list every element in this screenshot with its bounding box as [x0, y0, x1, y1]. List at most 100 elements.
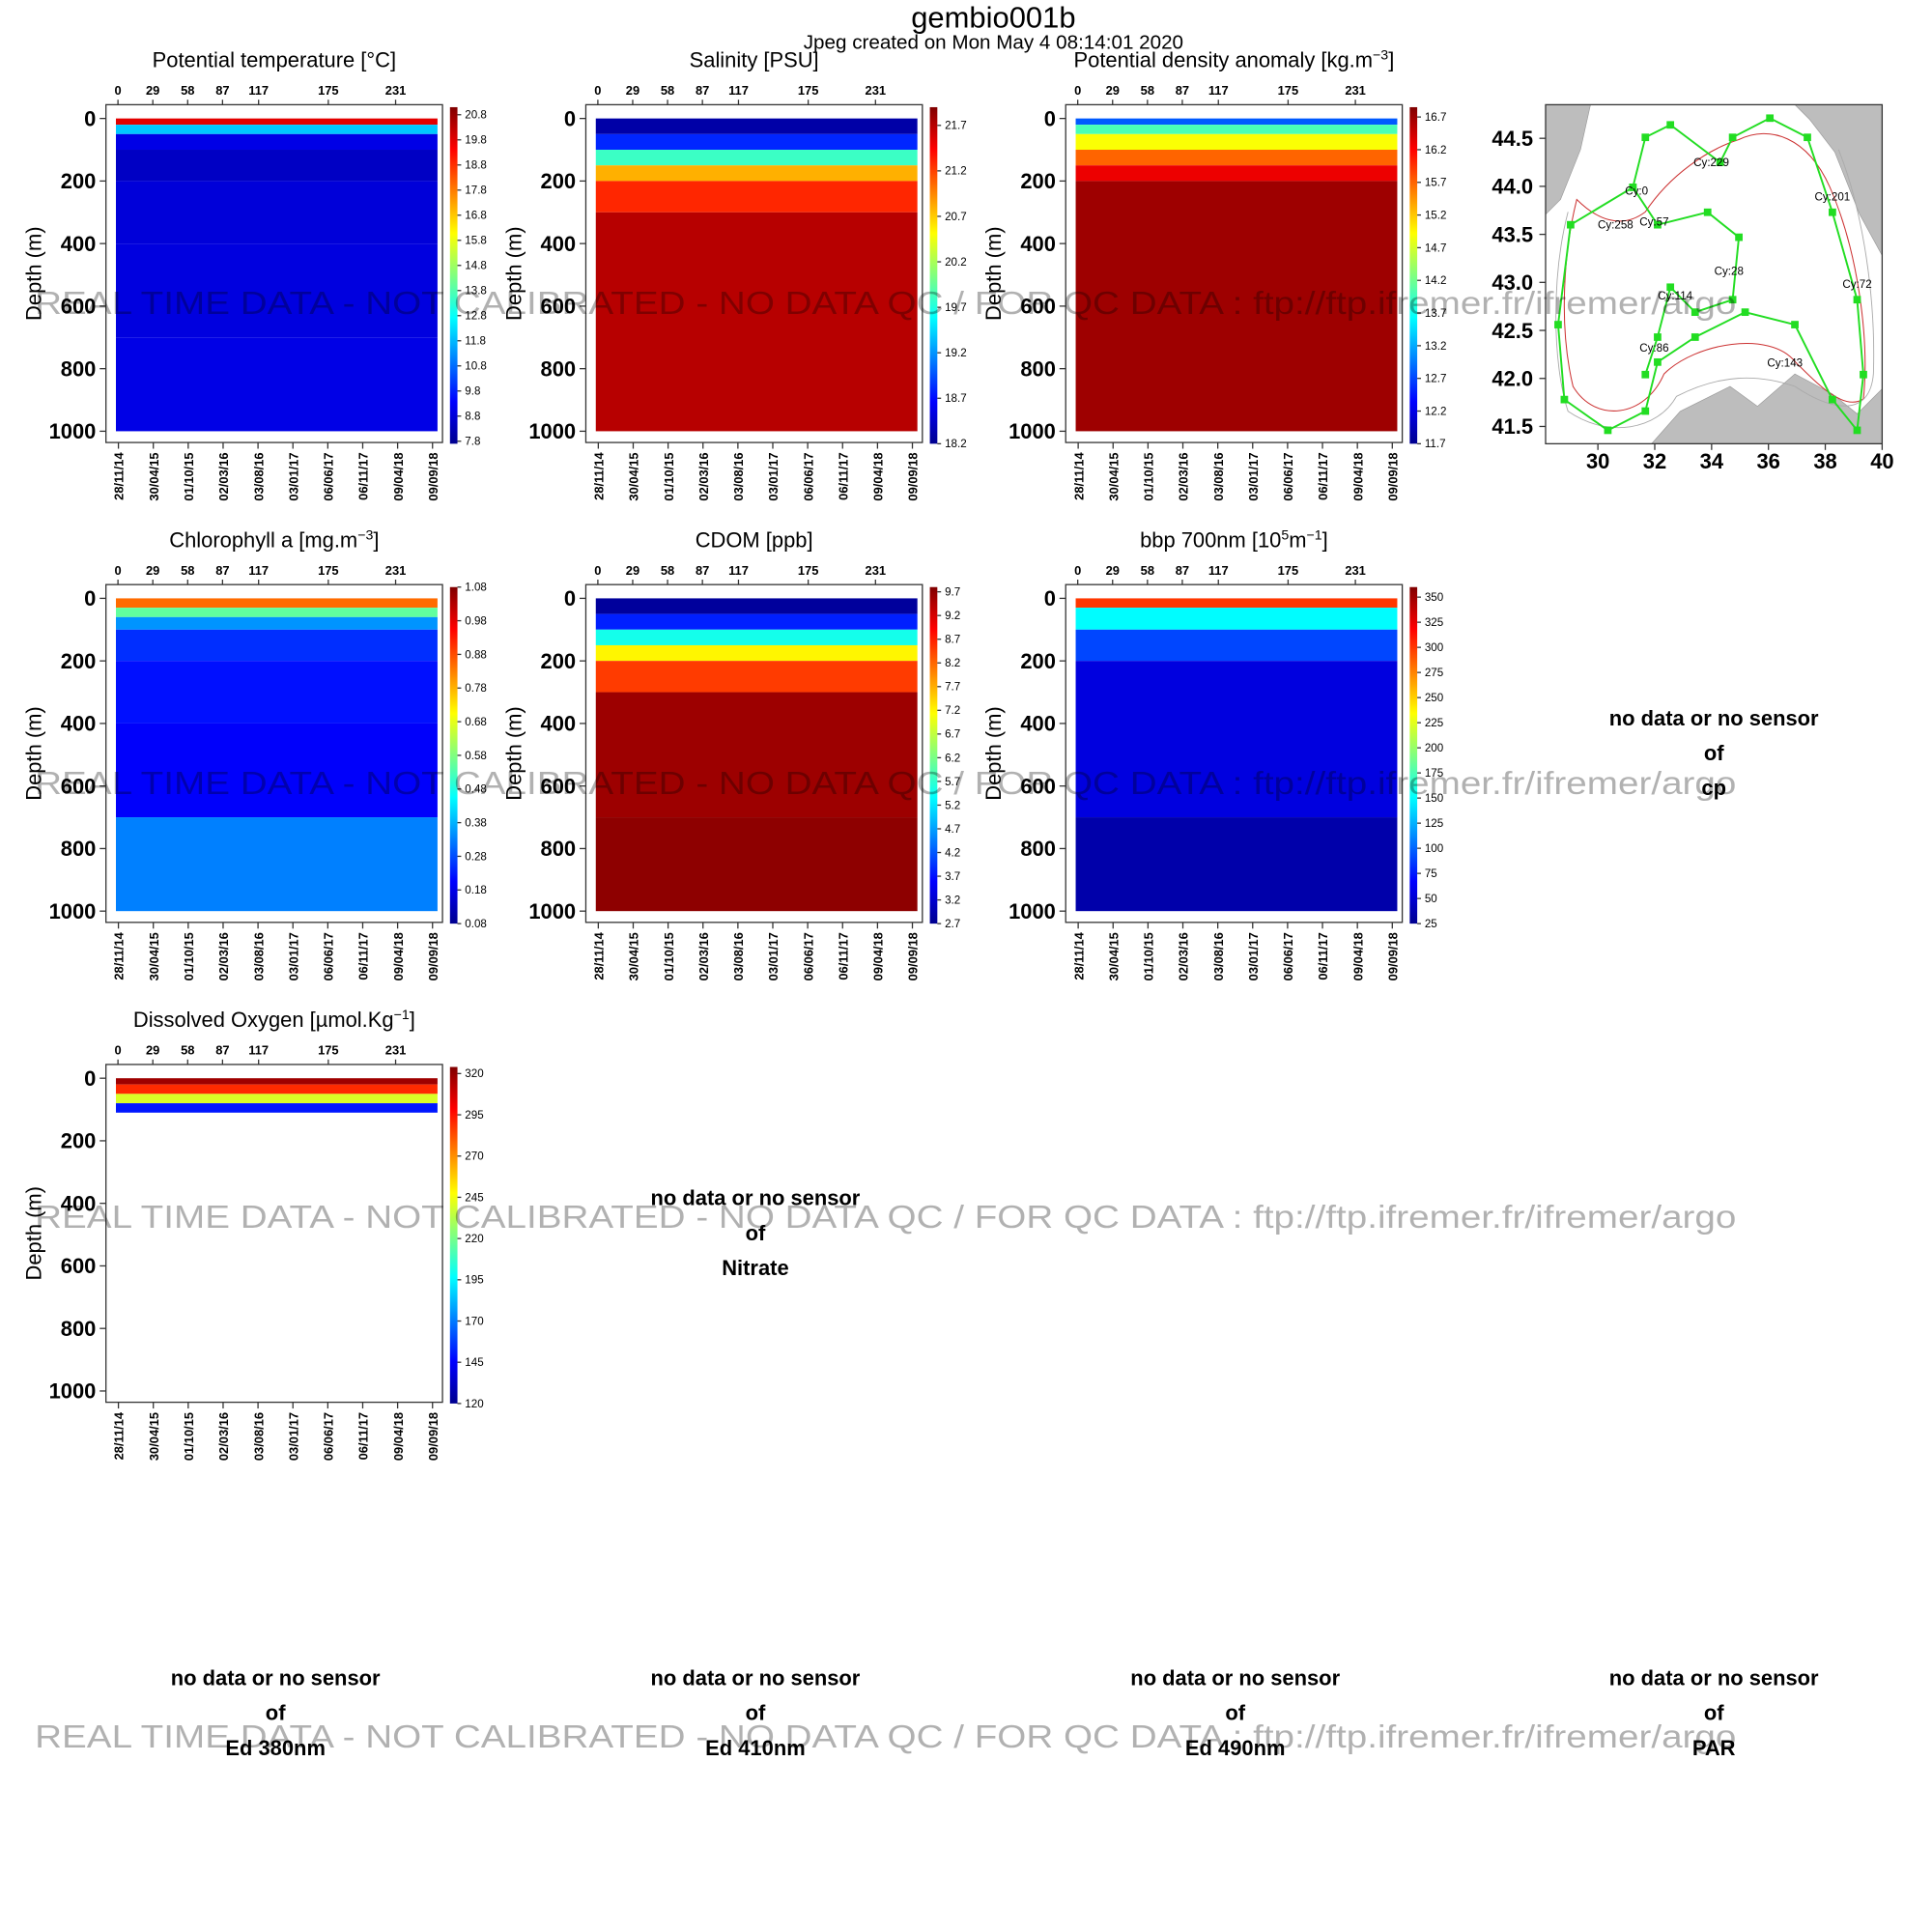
colorbar-tick-label: 275 — [1425, 667, 1443, 679]
cycle-tick-label: 29 — [1106, 563, 1120, 578]
colorbar — [449, 586, 458, 924]
profile-band — [595, 118, 918, 134]
profile-band — [116, 629, 438, 662]
cycle-tick-label: 117 — [1208, 83, 1229, 98]
date-tick-label: 09/09/18 — [426, 932, 440, 980]
y-tick-label: 800 — [541, 837, 577, 861]
chart-title: Potential density anomaly [kg.m−3] — [1074, 48, 1395, 72]
y-tick-label: 41.5 — [1492, 414, 1533, 439]
date-tick-label: 30/04/15 — [627, 932, 641, 980]
cycle-tick-label: 58 — [1141, 563, 1154, 578]
profile-band — [116, 598, 438, 609]
date-tick-label: 06/11/17 — [1316, 932, 1330, 980]
colorbar-tick-label: 0.18 — [465, 884, 487, 896]
title-part: Dissolved Oxygen [µmol.Kg — [133, 1008, 394, 1032]
profile-band — [1075, 133, 1398, 151]
plot-frame — [105, 1064, 443, 1404]
colorbar-tick-label: 175 — [1425, 767, 1443, 780]
date-tick-label: 01/10/15 — [1142, 452, 1156, 500]
date-tick-label: 02/03/16 — [216, 932, 231, 980]
y-tick-label: 800 — [61, 1317, 97, 1341]
colorbar-tick-label: 11.7 — [1425, 438, 1446, 450]
trajectory-point — [1853, 426, 1861, 435]
y-tick-label: 0 — [1044, 586, 1056, 611]
date-tick-label: 09/04/18 — [391, 1412, 406, 1461]
date-tick-label: 03/08/16 — [1211, 932, 1226, 980]
colorbar-tick-label: 150 — [1425, 792, 1443, 805]
colorbar-tick-label: 9.2 — [945, 610, 960, 622]
colorbar-tick-label: 0.78 — [465, 682, 487, 695]
date-tick-label: 09/09/18 — [426, 452, 440, 500]
date-tick-label: 03/01/17 — [1246, 932, 1261, 980]
colorbar-tick-label: 14.2 — [1425, 274, 1447, 287]
cycle-label: Cy:114 — [1658, 290, 1692, 302]
page-title: gembio001b — [911, 0, 1075, 34]
profile-band — [1075, 598, 1398, 609]
colorbar-tick-label: 12.7 — [1425, 373, 1447, 385]
colorbar-tick-label: 220 — [465, 1233, 483, 1245]
y-axis-label: Depth (m) — [22, 706, 46, 800]
cycle-tick-label: 29 — [626, 83, 639, 98]
date-tick-label: 28/11/14 — [112, 931, 127, 980]
y-tick-label: 42.0 — [1492, 366, 1533, 390]
trajectory-point — [1735, 233, 1743, 242]
cycle-tick-label: 29 — [146, 83, 159, 98]
trajectory-point — [1654, 357, 1662, 366]
profile-band — [116, 1084, 438, 1094]
cycle-tick-label: 58 — [661, 563, 674, 578]
trajectory-point — [1829, 208, 1836, 216]
date-tick-label: 06/11/17 — [356, 1412, 371, 1460]
y-axis-label: Depth (m) — [981, 226, 1006, 320]
watermark: REAL TIME DATA - NOT CALIBRATED - NO DAT… — [35, 1200, 1736, 1236]
date-tick-label: 02/03/16 — [696, 452, 711, 500]
colorbar-tick-label: 8.2 — [945, 657, 960, 669]
colorbar-tick-label: 200 — [1425, 742, 1443, 754]
colorbar-tick-label: 0.38 — [465, 816, 487, 829]
plots: Potential temperature [°C] Depth (m) 0 200 4… — [22, 48, 1894, 1760]
y-tick-label: 0 — [84, 1066, 96, 1091]
y-tick-label: 600 — [1020, 774, 1056, 798]
cycle-tick-label: 175 — [318, 563, 339, 578]
colorbar-tick-label: 13.7 — [1425, 307, 1447, 320]
date-tick-label: 01/10/15 — [1142, 932, 1156, 980]
date-tick-label: 30/04/15 — [147, 1412, 161, 1461]
colorbar-tick-label: 25 — [1425, 918, 1437, 930]
date-tick-label: 30/04/15 — [1106, 452, 1121, 500]
colorbar-tick-label: 0.08 — [465, 918, 487, 930]
profile-band — [595, 817, 918, 912]
date-tick-label: 03/08/16 — [731, 452, 746, 500]
y-tick-label: 400 — [61, 1191, 97, 1215]
colorbar-tick-label: 8.7 — [945, 634, 960, 646]
watermark: REAL TIME DATA - NOT CALIBRATED - NO DAT… — [35, 766, 1736, 802]
colorbar-tick-label: 225 — [1425, 717, 1443, 729]
cycle-tick-label: 87 — [696, 83, 709, 98]
colorbar-tick-label: 5.7 — [945, 776, 960, 788]
trajectory-point — [1666, 283, 1675, 292]
date-tick-label: 09/09/18 — [906, 932, 921, 980]
y-tick-label: 800 — [61, 837, 97, 861]
no-data-text: PAR — [1692, 1736, 1736, 1760]
date-tick-label: 02/03/16 — [216, 1412, 231, 1461]
colorbar — [929, 106, 938, 444]
colorbar-tick-label: 120 — [465, 1398, 483, 1410]
cycle-tick-label: 117 — [728, 83, 749, 98]
y-tick-label: 400 — [61, 232, 97, 256]
cycle-tick-label: 231 — [1345, 563, 1366, 578]
cycle-tick-label: 117 — [248, 563, 269, 578]
trajectory-point — [1666, 121, 1675, 129]
trajectory-point — [1728, 296, 1737, 304]
date-tick-label: 06/06/17 — [1281, 932, 1295, 980]
date-tick-label: 03/01/17 — [1246, 452, 1261, 500]
trajectory-point — [1654, 220, 1662, 229]
cycle-tick-label: 0 — [115, 83, 122, 98]
date-tick-label: 09/09/18 — [1385, 932, 1400, 980]
title-superscript: 5 — [1281, 527, 1289, 543]
y-tick-label: 1000 — [1009, 419, 1056, 443]
chart-title: CDOM [ppb] — [696, 527, 813, 552]
plot-frame — [1065, 583, 1404, 923]
profile-band — [595, 629, 918, 645]
date-tick-label: 30/04/15 — [147, 932, 161, 980]
y-tick-label: 43.0 — [1492, 270, 1533, 295]
y-tick-label: 600 — [61, 774, 97, 798]
y-tick-label: 200 — [1020, 649, 1056, 673]
